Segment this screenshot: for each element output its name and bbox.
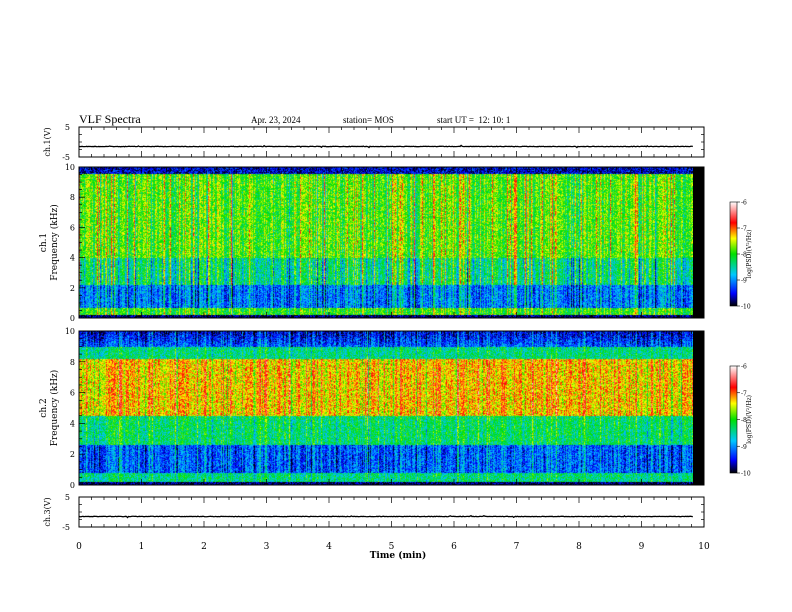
x-tick-label: 3	[264, 542, 270, 552]
colorbar-tick-label: -9	[741, 278, 747, 285]
ch1-spectrogram-canvas	[79, 167, 693, 318]
ch1-spectrogram-ylabel-frequency: Frequency (kHz)	[49, 204, 60, 281]
x-tick-label: 0	[76, 542, 82, 552]
colorbar-tick-label: -8	[741, 417, 747, 424]
y-tick-label: 4	[70, 254, 75, 263]
colorbar-tick-label: -8	[741, 252, 747, 259]
ch1-spectrogram-panel: 0 2 4 6 8 10 ch.1 Frequency (kHz) -6 -7 -8 -9 -10 log…	[39, 163, 753, 323]
ch1-spectrogram-image	[79, 167, 693, 318]
y-tick-label: 6	[70, 389, 75, 398]
x-tick-label: 4	[326, 542, 332, 552]
ch3-voltage-trace	[78, 514, 693, 519]
colorbar-tick-label: -10	[741, 304, 751, 311]
chart-title: VLF Spectra	[79, 112, 141, 126]
y-tick-label: 10	[65, 163, 75, 172]
ch2-spectrogram-colorbar	[729, 365, 738, 474]
y-tick-label: 10	[65, 327, 75, 336]
ch2-spectrogram-ylabel-frequency: Frequency (kHz)	[49, 370, 60, 447]
x-tick-label: 7	[514, 542, 520, 552]
x-tick-label: 10	[698, 542, 710, 552]
station-label: station= MOS	[343, 115, 394, 125]
ch1-voltage-ylabel: ch.1(V)	[43, 127, 52, 156]
y-tick-label: 5	[65, 123, 70, 132]
ch1-spectrogram-ylabel-channel: ch.1	[39, 233, 49, 252]
colorbar-tick-label: -7	[741, 390, 747, 397]
colorbar-tick-label: -6	[741, 200, 747, 207]
ch2-spectrogram-colorbar-label: log(PSD)(V²/Hz)	[746, 395, 753, 444]
x-tick-label: 1	[139, 542, 145, 552]
y-tick-label: 8	[70, 193, 75, 202]
y-tick-label: 4	[70, 419, 75, 428]
ch1-spectrogram-colorbar-label: log(PSD)(V²/Hz)	[746, 230, 753, 279]
ch3-voltage-panel: 5 -5 ch.3(V)	[43, 493, 705, 532]
ch3-voltage-ylabel: ch.3(V)	[43, 497, 52, 526]
colorbar-tick-label: -10	[741, 471, 751, 478]
ch1-voltage-trace	[78, 144, 693, 149]
ch2-spectrogram-ylabel-channel: ch.2	[39, 398, 49, 417]
x-tick-label: 5	[389, 542, 395, 552]
y-tick-label: 5	[65, 493, 70, 502]
y-tick-label: 2	[70, 284, 75, 293]
x-tick-label: 8	[576, 542, 582, 552]
x-tick-label: 6	[451, 542, 457, 552]
colorbar-tick-label: -6	[741, 364, 747, 371]
y-tick-label: 0	[70, 481, 75, 490]
start-time-label: start UT = 12: 10: 1	[437, 115, 511, 125]
y-tick-label: 6	[70, 223, 75, 232]
x-tick-label: 9	[639, 542, 645, 552]
y-tick-label: 8	[70, 358, 75, 367]
ch2-spectrogram-panel: 0 2 4 6 8 10 ch.2 Frequency (kHz) -6 -7 -8 -9 -10 log…	[39, 327, 753, 490]
y-tick-label: -5	[62, 523, 70, 532]
date-label: Apr. 23, 2024	[251, 115, 301, 125]
colorbar-tick-label: -7	[741, 226, 747, 233]
ch2-spectrogram-canvas	[79, 331, 693, 485]
ch1-voltage-panel: 5 -5 ch.1(V)	[43, 123, 705, 162]
y-tick-label: 0	[70, 314, 75, 323]
colorbar-tick-label: -9	[741, 444, 747, 451]
ch1-spectrogram-colorbar	[729, 201, 738, 307]
x-axis-label: Time (min)	[370, 550, 427, 561]
x-tick-label: 2	[201, 542, 207, 552]
y-tick-label: 2	[70, 450, 75, 459]
y-tick-label: -5	[62, 153, 70, 162]
ch2-spectrogram-image	[79, 331, 693, 485]
